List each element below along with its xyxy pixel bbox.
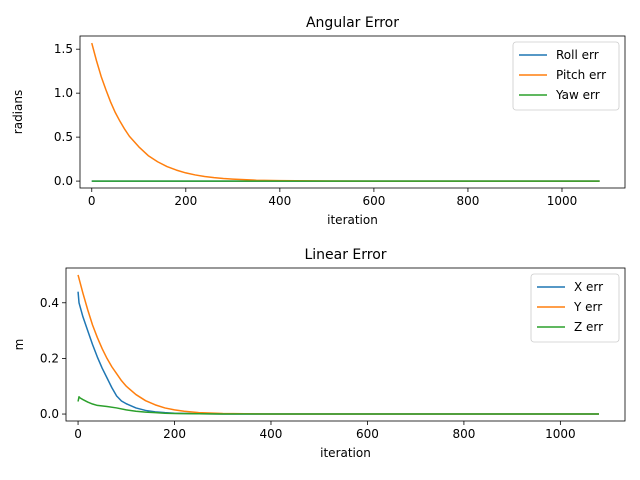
series-group bbox=[91, 42, 600, 182]
legend-box bbox=[530, 273, 620, 343]
legend: X err Y err Z err bbox=[530, 273, 620, 343]
x-tick-label: 0 bbox=[88, 194, 96, 208]
legend-label: Roll err bbox=[556, 48, 599, 62]
series-line-x-err bbox=[77, 291, 599, 415]
y-tick-label: 0.4 bbox=[40, 296, 59, 310]
x-tick-label: 1000 bbox=[547, 194, 578, 208]
legend: Roll err Pitch err Yaw err bbox=[512, 41, 620, 111]
legend-label: Yaw err bbox=[555, 88, 600, 102]
chart-title: Linear Error bbox=[304, 247, 386, 263]
x-tick-label: 800 bbox=[456, 194, 479, 208]
y-tick-label: 0.5 bbox=[54, 130, 73, 144]
x-tick-label: 800 bbox=[452, 427, 475, 441]
legend-label: X err bbox=[574, 280, 603, 294]
series-group bbox=[77, 274, 599, 415]
series-line-z-err bbox=[77, 396, 599, 415]
x-tick-label: 600 bbox=[362, 194, 385, 208]
x-tick-label: 600 bbox=[356, 427, 379, 441]
x-tick-label: 1000 bbox=[545, 427, 576, 441]
y-axis-label: radians bbox=[11, 90, 25, 134]
x-tick-label: 0 bbox=[74, 427, 82, 441]
series-line-y-err bbox=[77, 274, 599, 415]
chart-title: Angular Error bbox=[306, 15, 399, 31]
y-tick-label: 0.0 bbox=[54, 174, 73, 188]
x-tick-label: 200 bbox=[163, 427, 186, 441]
axes-frame bbox=[79, 35, 626, 189]
legend-label: Pitch err bbox=[556, 68, 606, 82]
y-tick-label: 0.2 bbox=[40, 351, 59, 365]
legend-label: Z err bbox=[574, 320, 603, 334]
x-axis-label: iteration bbox=[327, 213, 378, 227]
legend-box bbox=[512, 41, 620, 111]
x-tick-label: 400 bbox=[268, 194, 291, 208]
legend-label: Y err bbox=[573, 300, 602, 314]
x-tick-label: 400 bbox=[260, 427, 283, 441]
axes-frame bbox=[65, 267, 626, 422]
subplot-1: Angular Error 0 200 400 600 800 1000 0.0 0.5 1.0 1… bbox=[11, 15, 626, 227]
x-axis-label: iteration bbox=[320, 446, 371, 460]
x-tick-label: 200 bbox=[174, 194, 197, 208]
subplot-2: Linear Error 0 200 400 600 800 1000 0.0 0.2 0.4 it… bbox=[12, 247, 626, 460]
y-tick-label: 0.0 bbox=[40, 407, 59, 421]
y-tick-label: 1.0 bbox=[54, 86, 73, 100]
y-axis-label: m bbox=[12, 339, 26, 351]
y-tick-label: 1.5 bbox=[54, 42, 73, 56]
